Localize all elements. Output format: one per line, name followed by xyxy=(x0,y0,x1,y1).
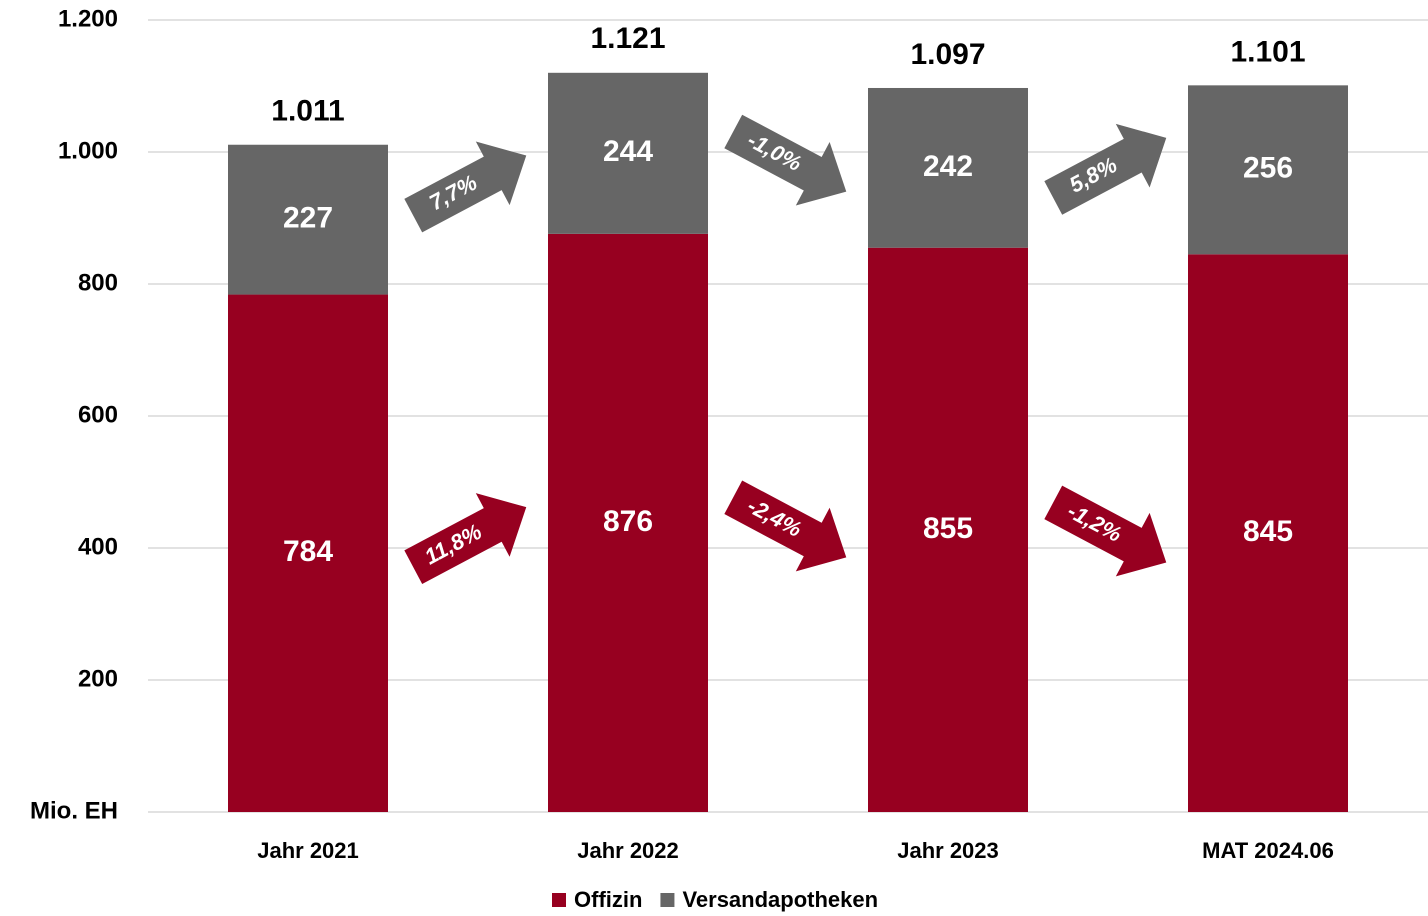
total-label: 1.011 xyxy=(271,95,344,128)
bar-segment xyxy=(868,247,1028,812)
value-label: 256 xyxy=(1243,152,1293,185)
value-label: 876 xyxy=(603,505,653,538)
total-label: 1.121 xyxy=(590,22,665,55)
value-label: 784 xyxy=(283,535,333,568)
change-arrow: 5,8% xyxy=(1044,123,1167,215)
bar-segment xyxy=(548,72,708,234)
change-arrow: -1,0% xyxy=(724,114,847,206)
change-arrow: 7,7% xyxy=(404,141,527,233)
arrow-shape xyxy=(724,114,847,206)
value-label: 855 xyxy=(923,512,973,545)
y-tick-label: 400 xyxy=(78,533,118,560)
bar-segment xyxy=(228,144,388,295)
legend-label: Versandapotheken xyxy=(682,887,878,912)
change-arrow: -2,4% xyxy=(724,480,847,572)
x-tick-label: Jahr 2023 xyxy=(897,838,999,863)
legend-swatch xyxy=(552,893,566,907)
x-tick-label: Jahr 2021 xyxy=(257,838,359,863)
bar-segment xyxy=(1188,85,1348,255)
arrow-shape xyxy=(1044,485,1167,577)
x-tick-label: MAT 2024.06 xyxy=(1202,838,1334,863)
y-tick-label: 600 xyxy=(78,401,118,428)
y-tick-label: 800 xyxy=(78,269,118,296)
value-label: 227 xyxy=(283,202,333,235)
total-label: 1.101 xyxy=(1230,35,1305,68)
value-label: 845 xyxy=(1243,515,1293,548)
y-tick-label: 1.200 xyxy=(58,5,118,32)
bar-segment xyxy=(868,87,1028,248)
value-label: 244 xyxy=(603,135,653,168)
arrow-shape xyxy=(404,493,527,584)
arrow-shape xyxy=(404,141,527,233)
change-arrow: -1,2% xyxy=(1044,485,1167,577)
bar-segment xyxy=(228,294,388,812)
y-tick-label: 1.000 xyxy=(58,137,118,164)
value-label: 242 xyxy=(923,150,973,183)
bar-segment xyxy=(1188,254,1348,813)
bar-segment xyxy=(548,233,708,813)
legend-label: Offizin xyxy=(574,887,642,912)
arrow-shape xyxy=(724,480,847,572)
x-tick-label: Jahr 2022 xyxy=(577,838,679,863)
change-arrow: 11,8% xyxy=(404,493,527,584)
y-axis-label: Mio. EH xyxy=(30,797,118,824)
legend-swatch xyxy=(660,893,675,907)
y-tick-label: 200 xyxy=(78,665,118,692)
arrow-shape xyxy=(1044,123,1167,215)
total-label: 1.097 xyxy=(910,38,985,71)
